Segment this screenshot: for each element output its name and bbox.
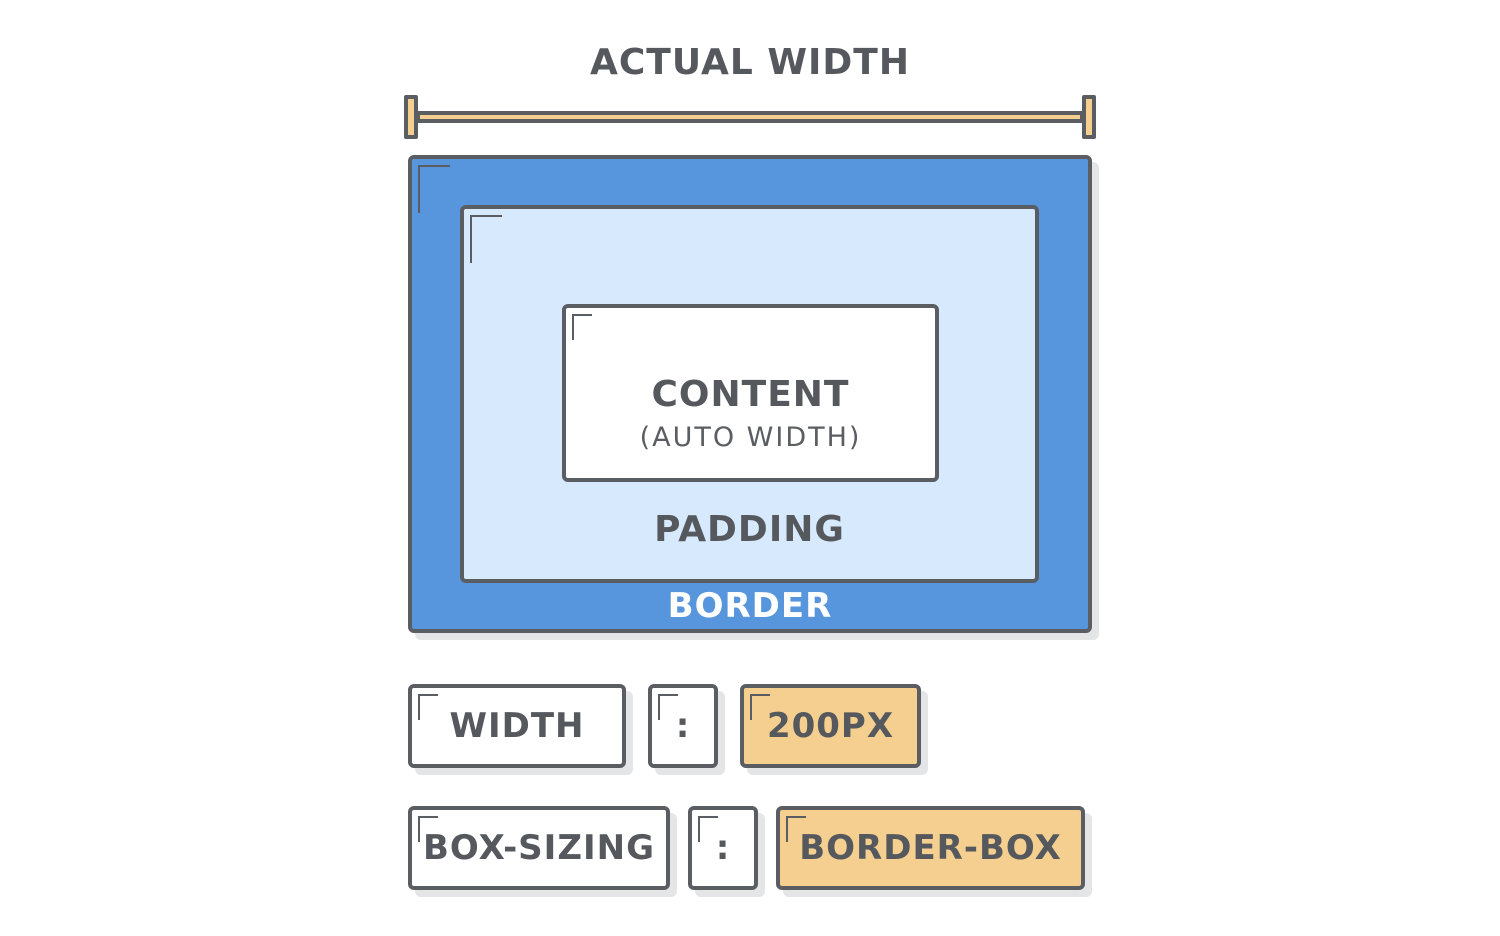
width-value-text: 200PX (766, 706, 895, 746)
content-label: CONTENT (651, 374, 850, 415)
padding-label: PADDING (654, 509, 845, 550)
width-value-chip: 200PX (740, 684, 921, 768)
width-property-text: WIDTH (449, 706, 585, 746)
colon-text: : (715, 828, 731, 868)
border-label: BORDER (667, 586, 833, 626)
actual-width-ruler (416, 111, 1084, 123)
width-property-chip: WIDTH (408, 684, 626, 768)
corner-mark (786, 816, 806, 842)
box-sizing-property-chip: BOX-SIZING (408, 806, 670, 890)
ruler-right-cap (1082, 95, 1096, 139)
corner-mark (698, 816, 718, 842)
box-sizing-colon-chip: : (688, 806, 758, 890)
ruler-left-cap (404, 95, 418, 139)
corner-mark (418, 165, 450, 213)
actual-width-label: ACTUAL WIDTH (590, 42, 910, 83)
content-sub-label: (AUTO WIDTH) (639, 422, 862, 453)
corner-mark (658, 694, 678, 720)
corner-mark (470, 215, 502, 263)
box-sizing-property-text: BOX-SIZING (423, 828, 655, 868)
width-colon-chip: : (648, 684, 718, 768)
box-sizing-value-chip: BORDER-BOX (776, 806, 1085, 890)
corner-mark (418, 694, 438, 720)
box-sizing-value-text: BORDER-BOX (799, 828, 1062, 868)
content-area-box (562, 304, 939, 482)
corner-mark (418, 816, 438, 842)
corner-mark (572, 314, 592, 340)
colon-text: : (675, 706, 691, 746)
corner-mark (750, 694, 770, 720)
